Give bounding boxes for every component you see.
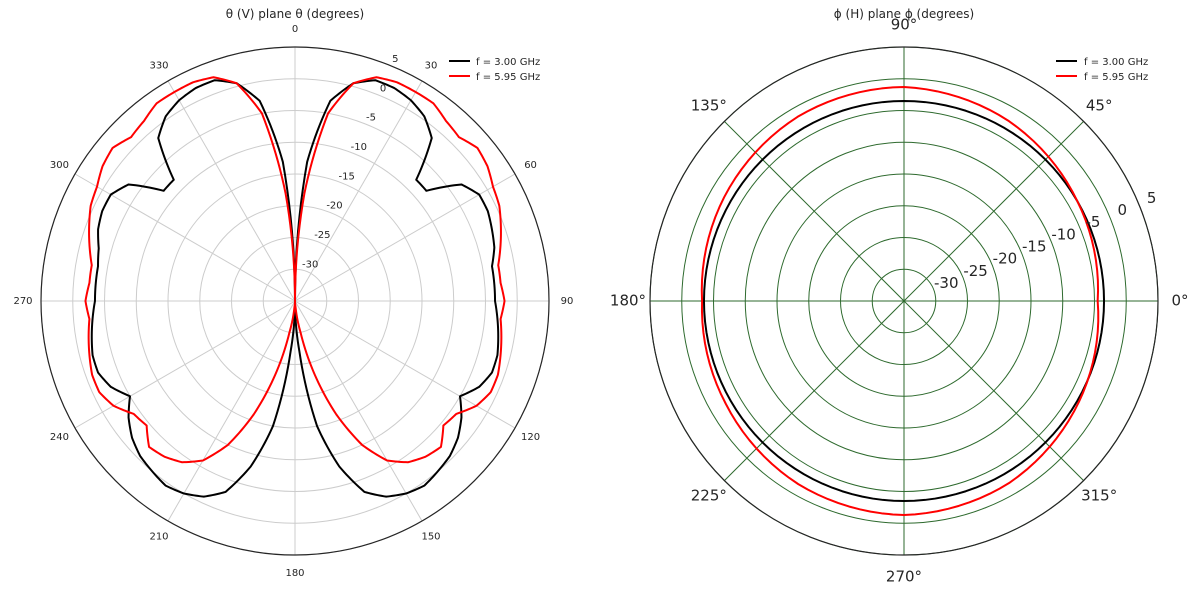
left-legend: f = 3.00 GHz f = 5.95 GHz xyxy=(449,57,540,83)
left-radial-labels: -30 -25 -20 -15 -10 -5 0 5 xyxy=(302,54,398,270)
right-legend-label-3ghz: f = 3.00 GHz xyxy=(1084,57,1148,68)
right-grid-spoke xyxy=(724,121,905,302)
right-legend: f = 3.00 GHz f = 5.95 GHz xyxy=(1056,57,1148,83)
right-angle-label: 270° xyxy=(886,568,922,586)
right-legend-label-595ghz: f = 5.95 GHz xyxy=(1084,72,1148,83)
right-grid-spoke xyxy=(903,121,1084,302)
right-grid xyxy=(649,46,1159,556)
right-angle-label: 90° xyxy=(891,16,918,34)
right-series-f-3-00-ghz xyxy=(702,99,1106,503)
right-angle-label: 45° xyxy=(1086,96,1113,114)
left-grid-spoke xyxy=(167,80,296,302)
left-angle-label: 30 xyxy=(425,60,438,71)
left-grid-spoke xyxy=(294,300,516,429)
phi-plane-chart: ϕ (H) plane ϕ (degrees) 0° 45° 90° 135° 180°… xyxy=(610,7,1189,586)
left-radial-label: -5 xyxy=(366,113,376,124)
left-chart-title: θ (V) plane θ (degrees) xyxy=(226,7,364,21)
right-chart-title: ϕ (H) plane ϕ (degrees) xyxy=(834,7,974,21)
right-radial-label: -30 xyxy=(934,274,959,292)
left-radial-label: -30 xyxy=(302,259,318,270)
left-radial-label: -25 xyxy=(314,230,330,241)
left-angle-label: 120 xyxy=(521,432,540,443)
left-angle-label: 150 xyxy=(421,532,440,543)
left-grid-spoke xyxy=(294,80,423,302)
left-angle-label: 210 xyxy=(149,532,168,543)
left-legend-label-595ghz: f = 5.95 GHz xyxy=(476,72,540,83)
right-angle-labels: 0° 45° 90° 135° 180° 225° 270° 315° xyxy=(610,16,1189,586)
left-angle-label: 240 xyxy=(50,432,69,443)
right-angle-label: 225° xyxy=(691,487,727,505)
right-radial-label: 5 xyxy=(1147,189,1157,207)
right-radial-label: 0 xyxy=(1117,201,1127,219)
left-radial-label: -10 xyxy=(351,142,367,153)
left-outer-frame xyxy=(40,46,550,556)
right-angle-label: 0° xyxy=(1171,292,1188,310)
left-angle-label: 300 xyxy=(50,160,69,171)
theta-plane-chart: θ (V) plane θ (degrees) 0 30 60 90 120 150 180… xyxy=(13,7,573,579)
right-outer-frame xyxy=(649,46,1159,556)
right-radial-label: -5 xyxy=(1085,213,1100,231)
left-angle-label: 330 xyxy=(149,60,168,71)
left-series-group xyxy=(84,76,506,498)
left-angle-label: 270 xyxy=(13,296,32,307)
right-radial-label: -15 xyxy=(1022,238,1047,256)
left-angle-label: 180 xyxy=(285,568,304,579)
left-angle-labels: 0 30 60 90 120 150 180 210 240 270 300 330 xyxy=(13,24,573,579)
right-radial-labels: -30-25 -20-15-10 -5 0 5 xyxy=(934,189,1156,292)
right-angle-label: 315° xyxy=(1081,487,1117,505)
right-grid-spoke xyxy=(903,300,1084,481)
left-radial-label: 5 xyxy=(392,54,398,65)
right-grid-spoke xyxy=(724,300,905,481)
right-series-group xyxy=(700,86,1106,516)
right-angle-label: 135° xyxy=(691,96,727,114)
right-radial-label: -25 xyxy=(963,262,988,280)
right-radial-label: -20 xyxy=(993,250,1018,268)
left-grid-spoke xyxy=(74,300,296,429)
left-series-f-5-95-ghz xyxy=(84,76,506,464)
left-legend-label-3ghz: f = 3.00 GHz xyxy=(476,57,540,68)
left-radial-label: -15 xyxy=(338,171,354,182)
left-radial-label: -20 xyxy=(326,201,342,212)
left-angle-label: 60 xyxy=(524,160,537,171)
left-grid-spoke xyxy=(167,300,296,522)
left-radial-label: 0 xyxy=(380,83,386,94)
right-radial-label: -10 xyxy=(1051,225,1076,243)
left-grid-spoke xyxy=(294,300,423,522)
left-angle-label: 0 xyxy=(292,24,298,35)
left-angle-label: 90 xyxy=(561,296,574,307)
right-angle-label: 180° xyxy=(610,292,646,310)
left-grid-spoke xyxy=(74,173,296,302)
right-series-f-5-95-ghz xyxy=(700,86,1100,516)
